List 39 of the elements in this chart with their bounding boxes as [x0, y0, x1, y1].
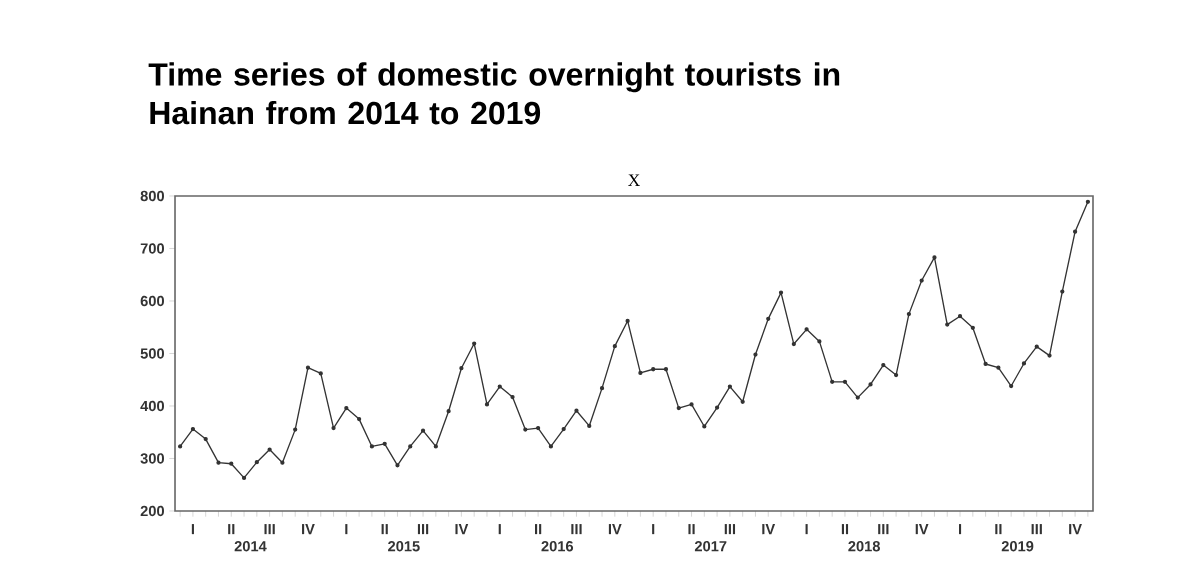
- x-tick-label: III: [878, 524, 889, 535]
- y-tick-label: 400: [140, 400, 164, 412]
- text: 2017: [694, 541, 727, 552]
- y-tick-label: 200: [140, 505, 164, 517]
- y-tick-label: 500: [140, 348, 164, 359]
- x-tick-label: III: [571, 524, 582, 535]
- chart-subtitle: X: [628, 174, 640, 186]
- x-tick-label: II: [535, 524, 542, 535]
- x-tick-label: IV: [1069, 524, 1082, 535]
- x-tick-label: IV: [762, 524, 776, 535]
- x-tick-label: III: [417, 524, 429, 535]
- x-tick-label: II: [688, 524, 695, 535]
- text: 2014: [234, 541, 267, 552]
- chart-title: Time series of domestic overnight tourists in Hainan from 2014 to 2019: [148, 62, 840, 125]
- y-tick-label: 700: [140, 243, 164, 254]
- text: 2015: [388, 541, 420, 552]
- text: 2019: [1001, 541, 1034, 552]
- x-tick-label: I: [498, 524, 501, 535]
- x-tick-label: I: [652, 524, 655, 535]
- y-tick-label: 300: [140, 453, 164, 464]
- x-tick-label: IV: [302, 524, 315, 535]
- x-tick-label: I: [958, 524, 962, 535]
- x-tick-label: III: [1031, 524, 1042, 535]
- x-tick-label: II: [381, 524, 388, 535]
- y-tick-label: 600: [140, 295, 164, 307]
- x-tick-label: III: [724, 524, 736, 535]
- x-tick-label: IV: [608, 524, 622, 535]
- text: 2016: [541, 541, 574, 552]
- x-tick-label: II: [841, 524, 849, 535]
- x-tick-label: II: [995, 524, 1002, 535]
- x-tick-label: II: [228, 524, 235, 535]
- x-tick-label: IV: [455, 524, 469, 535]
- x-tick-label: I: [345, 524, 348, 535]
- text: 2018: [848, 541, 880, 552]
- x-tick-label: IV: [915, 524, 929, 535]
- x-tick-label: III: [264, 524, 275, 535]
- x-tick-label: I: [805, 524, 808, 535]
- x-tick-label: I: [191, 524, 194, 535]
- y-tick-label: 800: [140, 190, 164, 202]
